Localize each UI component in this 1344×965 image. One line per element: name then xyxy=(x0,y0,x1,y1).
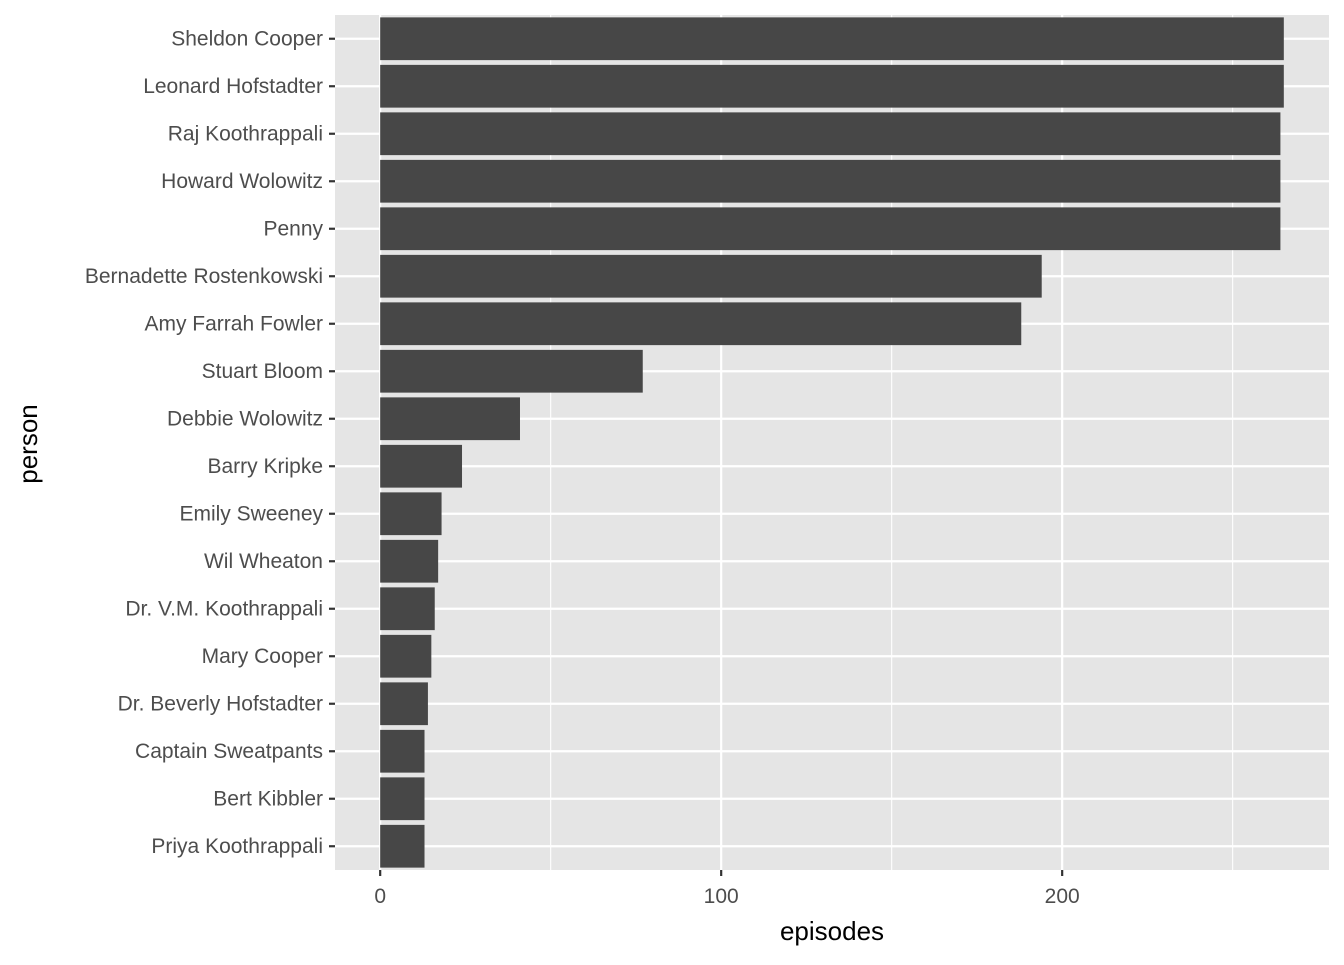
y-axis: Sheldon Cooper Leonard Hofstadter Raj Koot… xyxy=(85,27,335,858)
bar xyxy=(380,254,1042,298)
y-tick-label: Captain Sweatpants xyxy=(135,740,323,763)
bar xyxy=(380,302,1022,346)
bar xyxy=(380,587,435,631)
bar xyxy=(380,159,1281,203)
y-tick-label: Barry Kripke xyxy=(207,455,323,478)
bar xyxy=(380,64,1284,108)
x-axis: 0 100 200 xyxy=(374,870,1080,908)
y-tick-label: Debbie Wolowitz xyxy=(167,407,323,430)
y-axis-title: person xyxy=(13,404,43,484)
bar xyxy=(380,207,1281,251)
bar xyxy=(380,17,1284,61)
y-tick-label: Sheldon Cooper xyxy=(171,27,323,50)
y-tick-label: Amy Farrah Fowler xyxy=(144,312,323,335)
bar xyxy=(380,729,425,773)
y-tick-label: Stuart Bloom xyxy=(202,360,323,383)
panel-background xyxy=(335,15,1329,870)
y-tick-label: Leonard Hofstadter xyxy=(143,75,323,98)
y-tick-label: Raj Koothrappali xyxy=(168,122,323,145)
x-axis-title: episodes xyxy=(780,916,884,946)
bars xyxy=(380,17,1284,868)
y-tick-label: Dr. Beverly Hofstadter xyxy=(118,692,323,715)
y-tick-label: Mary Cooper xyxy=(202,645,323,668)
bar xyxy=(380,397,520,441)
x-tick-label: 200 xyxy=(1045,885,1080,908)
bar xyxy=(380,539,439,583)
plot-panel xyxy=(335,15,1329,870)
bar xyxy=(380,349,643,393)
bar xyxy=(380,634,432,678)
bar xyxy=(380,682,428,726)
x-tick-label: 0 xyxy=(374,885,386,908)
y-tick-label: Penny xyxy=(263,217,323,240)
y-tick-label: Bert Kibbler xyxy=(213,787,323,810)
y-tick-label: Dr. V.M. Koothrappali xyxy=(125,597,323,620)
y-tick-label: Bernadette Rostenkowski xyxy=(85,265,323,288)
bar xyxy=(380,444,463,488)
y-tick-label: Priya Koothrappali xyxy=(151,835,323,858)
bar xyxy=(380,492,442,536)
bar xyxy=(380,824,425,868)
y-tick-label: Howard Wolowitz xyxy=(161,170,323,193)
y-tick-label: Emily Sweeney xyxy=(179,502,323,525)
x-tick-label: 100 xyxy=(704,885,739,908)
bar xyxy=(380,777,425,821)
y-tick-label: Wil Wheaton xyxy=(204,550,323,573)
bar xyxy=(380,112,1281,156)
